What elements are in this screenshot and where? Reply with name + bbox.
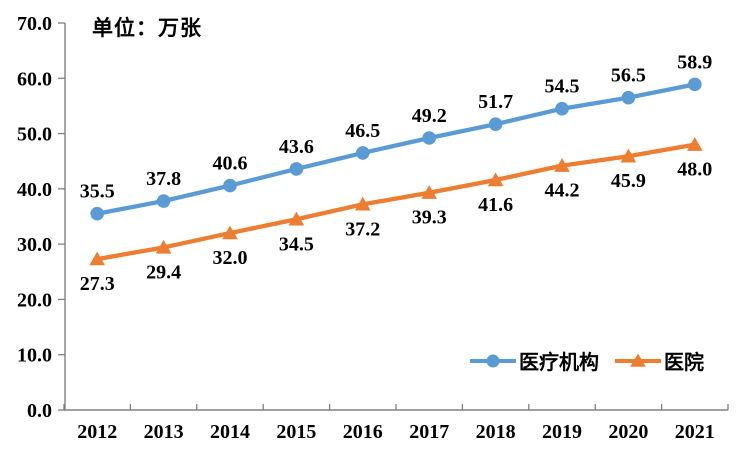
data-point-circle-marker (555, 101, 569, 116)
data-point-triangle-marker (89, 251, 105, 266)
series-line-0 (95, 82, 697, 216)
y-axis-tick-label: 40.0 (17, 179, 52, 201)
legend-swatch-triangle-icon (615, 353, 661, 367)
data-point-circle-marker (356, 146, 370, 160)
data-point-triangle-marker (355, 196, 371, 211)
data-value-label: 39.3 (412, 207, 447, 229)
legend-label-hospitals: 医院 (664, 352, 704, 374)
y-axis-tick-label: 60.0 (17, 68, 52, 90)
data-value-label: 54.5 (545, 76, 580, 98)
data-value-label: 37.2 (345, 218, 380, 240)
legend: 医疗机构 医院 (470, 346, 704, 375)
data-point-triangle-marker (155, 239, 172, 254)
data-value-label: 49.2 (412, 105, 447, 127)
y-axis-tick-label: 20.0 (17, 289, 52, 311)
data-value-label: 32.0 (213, 247, 248, 269)
data-value-label: 46.5 (345, 120, 380, 142)
data-value-label: 45.9 (611, 170, 646, 192)
data-value-label: 41.6 (478, 194, 513, 216)
data-value-label: 40.6 (213, 153, 248, 175)
y-axis-tick-label: 0.0 (27, 400, 52, 422)
x-axis-year-label: 2014 (210, 421, 250, 443)
data-point-circle-marker (488, 117, 503, 131)
y-axis-tick-label: 30.0 (17, 234, 52, 256)
data-value-label: 44.2 (545, 180, 580, 202)
x-axis-year-label: 2019 (542, 421, 582, 443)
x-axis-year-label: 2013 (144, 421, 184, 443)
data-value-label: 29.4 (146, 261, 181, 283)
legend-item-hospitals: 医院 (615, 346, 704, 375)
y-axis-tick-label: 70.0 (17, 13, 52, 35)
legend-label-medical-institutions: 医疗机构 (519, 352, 599, 374)
data-value-label: 43.6 (279, 136, 314, 158)
data-value-label: 34.5 (279, 233, 314, 255)
unit-label: 单位：万张 (92, 16, 202, 40)
data-value-label: 58.9 (677, 51, 712, 73)
data-point-circle-marker (289, 162, 304, 176)
y-axis-tick-label: 50.0 (17, 124, 52, 146)
data-point-circle-marker (422, 131, 437, 145)
series-line-1 (95, 142, 697, 262)
legend-item-medical-institutions: 医疗机构 (470, 346, 599, 375)
data-value-label: 48.0 (677, 159, 712, 181)
legend-swatch-circle-icon (470, 354, 516, 367)
data-value-label: 51.7 (478, 91, 513, 113)
data-point-triangle-marker (620, 148, 637, 163)
data-point-triangle-marker (288, 211, 305, 226)
data-point-circle-marker (223, 178, 237, 193)
data-point-triangle-marker (421, 185, 437, 199)
data-value-label: 27.3 (80, 273, 115, 295)
y-axis-tick-label: 10.0 (17, 345, 52, 367)
x-axis-year-label: 2012 (77, 421, 117, 443)
data-value-label: 56.5 (611, 65, 646, 87)
data-point-triangle-marker (222, 225, 238, 240)
data-point-triangle-marker (687, 137, 703, 151)
data-value-label: 37.8 (146, 168, 181, 190)
x-axis-year-label: 2018 (476, 421, 516, 443)
data-point-circle-marker (156, 194, 171, 208)
data-point-triangle-marker (554, 158, 570, 172)
x-axis-year-label: 2015 (276, 421, 316, 443)
x-axis-year-label: 2017 (409, 421, 449, 443)
data-point-circle-marker (621, 90, 636, 105)
x-axis-year-label: 2021 (675, 421, 715, 443)
data-point-circle-marker (90, 206, 104, 221)
data-point-triangle-marker (487, 172, 504, 187)
data-value-label: 35.5 (80, 181, 115, 203)
x-axis-year-label: 2016 (343, 421, 383, 443)
x-axis-year-label: 2020 (608, 421, 648, 443)
data-point-circle-marker (688, 77, 702, 92)
